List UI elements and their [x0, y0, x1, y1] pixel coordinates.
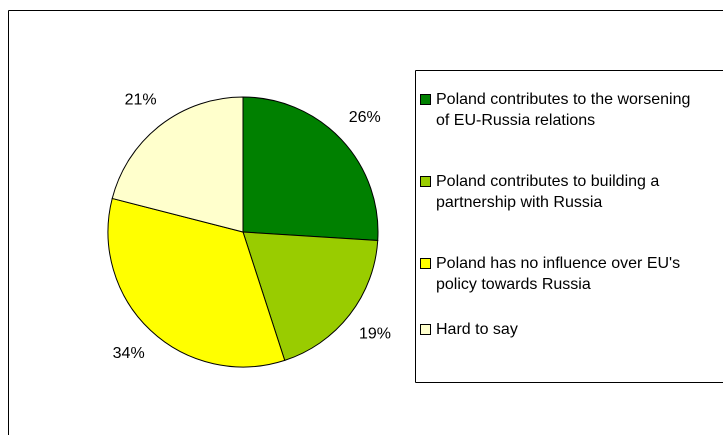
legend-swatch — [420, 176, 431, 187]
data-label: 34% — [113, 345, 145, 362]
data-label: 21% — [125, 91, 157, 108]
pie-slice — [242, 231, 379, 362]
pie-slice — [111, 96, 244, 233]
legend-label: Poland has no influence over EU's policy … — [436, 255, 680, 293]
legend-line: policy towards Russia — [436, 276, 591, 293]
pie-slice — [107, 197, 286, 368]
legend-swatch — [420, 324, 431, 335]
legend-line: Poland contributes to building a — [436, 173, 659, 190]
legend-line: partnership with Russia — [436, 194, 602, 211]
legend-swatch — [420, 94, 431, 105]
legend-label: Poland contributes to the worsening of EU… — [436, 91, 690, 129]
legend-swatch — [420, 258, 431, 269]
data-label: 19% — [359, 326, 391, 343]
data-label: 26% — [349, 109, 381, 126]
legend-line: Poland contributes to the worsening — [436, 91, 690, 108]
pie-slice — [242, 96, 379, 242]
legend-line: of EU-Russia relations — [436, 112, 595, 129]
legend-line: Hard to say — [436, 321, 518, 338]
legend-label: Poland contributes to building a partners… — [436, 173, 659, 211]
legend-line: Poland has no influence over EU's — [436, 255, 680, 272]
legend-label: Hard to say — [436, 321, 518, 338]
